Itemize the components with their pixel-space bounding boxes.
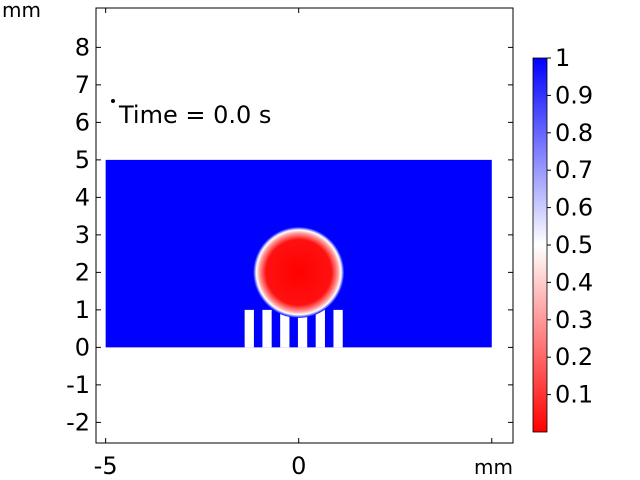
y-tick-label: 6: [75, 108, 90, 136]
colorbar: [532, 57, 548, 433]
colorbar-tick-label: 0.8: [555, 119, 593, 147]
y-tick-label: 8: [75, 33, 90, 61]
y-tick-label: 3: [75, 221, 90, 249]
droplet: [253, 226, 345, 318]
y-tick-label: 1: [75, 296, 90, 324]
probe-dot: [111, 99, 115, 103]
x-unit-label: mm: [474, 455, 513, 479]
x-tick-label: -5: [94, 452, 118, 480]
post-4: [297, 309, 308, 348]
y-tick-label: -1: [66, 371, 90, 399]
post-6: [333, 309, 343, 348]
y-tick-label: 2: [75, 258, 90, 286]
colorbar-tick-label: 0.9: [555, 81, 593, 109]
y-tick-label: 7: [75, 71, 90, 99]
field-layer: [105, 159, 492, 348]
colorbar-tick-label: 0.3: [555, 306, 593, 334]
post-3: [280, 309, 290, 348]
colorbar-tick-label: 0.4: [555, 268, 593, 296]
post-1: [244, 309, 254, 348]
colorbar-ticks: 1 0.9 0.8 0.7 0.6 0.5 0.4 0.3 0.2 0.1: [547, 44, 593, 409]
time-label: Time = 0.0 s: [118, 101, 271, 129]
post-5: [315, 309, 325, 348]
y-tick-label: 0: [75, 333, 90, 361]
post-2: [262, 309, 272, 348]
x-tick-label: 0: [291, 452, 306, 480]
y-tick-label: 5: [75, 146, 90, 174]
colorbar-tick-label: 0.2: [555, 343, 593, 371]
colorbar-tick-label: 0.7: [555, 156, 593, 184]
colorbar-tick-label: 0.6: [555, 194, 593, 222]
x-axis: -5 0: [94, 8, 493, 480]
y-unit-label: mm: [2, 0, 41, 22]
colorbar-tick-label: 1: [555, 44, 570, 72]
y-tick-label: 4: [75, 183, 90, 211]
y-tick-label: -2: [66, 408, 90, 436]
colorbar-tick-label: 0.1: [555, 381, 593, 409]
colorbar-tick-label: 0.5: [555, 231, 593, 259]
y-axis: -2 -1 0 1 2 3 4 5 6 7 8: [66, 33, 513, 436]
